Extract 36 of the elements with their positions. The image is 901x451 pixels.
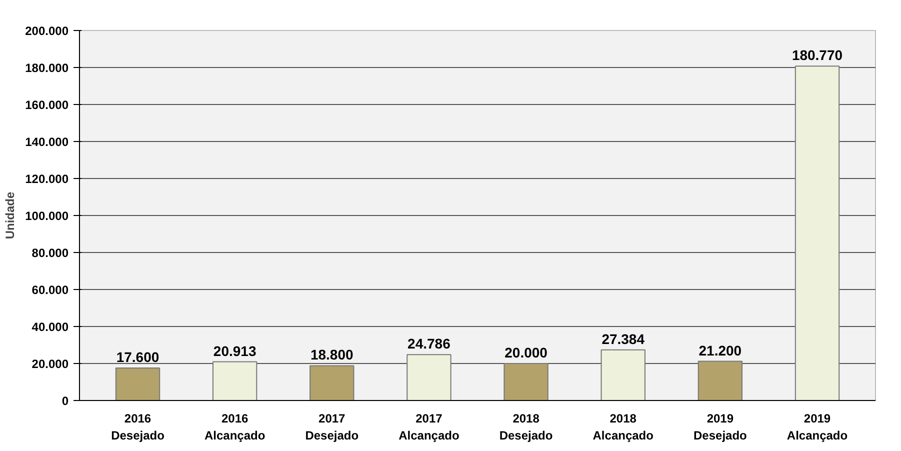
y-tick-label: 180.000 — [25, 61, 69, 75]
data-label: 18.800 — [310, 346, 354, 363]
x-tick-label: 2017 Alcançado — [398, 412, 460, 442]
x-tick-label: 2017 Desejado — [305, 412, 359, 442]
y-tick-label: 0 — [62, 394, 69, 408]
data-label: 20.913 — [213, 342, 256, 359]
y-tick-label: 100.000 — [25, 209, 69, 223]
data-label: 17.600 — [116, 348, 160, 365]
y-tick-label: 60.000 — [32, 283, 69, 297]
y-tick-label: 80.000 — [32, 246, 69, 260]
x-tick-label: 2016 Alcançado — [204, 412, 266, 442]
data-label: 24.786 — [408, 336, 451, 352]
data-label: 21.200 — [698, 342, 742, 358]
bar — [310, 365, 354, 400]
y-tick-label: 120.000 — [25, 172, 69, 186]
data-label: 27.384 — [602, 330, 645, 347]
bar — [115, 367, 160, 400]
y-tick-label: 40.000 — [32, 320, 69, 334]
bar — [212, 361, 258, 400]
data-label: 20.000 — [504, 344, 548, 360]
bar — [406, 354, 452, 400]
bar — [600, 349, 646, 400]
bar — [698, 360, 743, 400]
y-tick-label: 200.000 — [25, 24, 69, 38]
y-tick-label: 140.000 — [25, 135, 69, 149]
x-tick-label: 2018 Alcançado — [592, 412, 654, 442]
bar — [504, 363, 548, 400]
y-tick-label: 20.000 — [32, 357, 69, 371]
x-tick-label: 2019 Desejado — [694, 412, 747, 442]
y-tick-label: 160.000 — [25, 98, 69, 112]
bar — [794, 66, 840, 400]
x-tick-label: 2016 Desejado — [111, 412, 164, 442]
y-axis-title: Unidade — [3, 192, 18, 240]
data-label: 180.770 — [792, 47, 843, 64]
x-tick-label: 2018 Desejado — [499, 412, 553, 442]
x-tick-label: 2019 Alcançado — [786, 412, 848, 442]
